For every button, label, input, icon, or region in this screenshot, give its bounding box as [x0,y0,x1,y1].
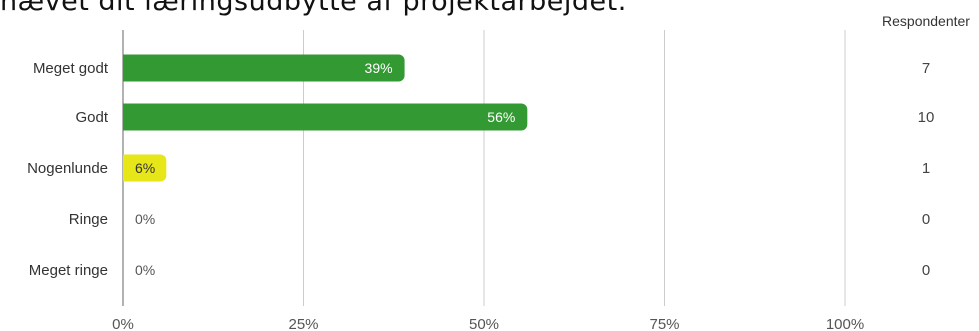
x-tick-label: 0% [112,316,134,331]
bar-edge [123,54,131,82]
respondent-count: 1 [922,160,930,177]
value-label: 56% [487,109,515,125]
value-label: 0% [135,262,155,278]
category-label: Nogenlunde [27,160,108,177]
category-label: Godt [75,109,108,126]
x-tick-label: 50% [469,316,499,331]
value-label: 0% [135,211,155,227]
respondents-header: Respondenter [882,13,970,29]
respondent-count: 7 [922,60,930,77]
bar-edge [123,154,131,182]
respondent-count: 0 [922,262,930,279]
x-tick-label: 100% [826,316,864,331]
page-title: nævet dit læringsudbytte af projektarbej… [0,0,627,17]
bar-edge [123,103,131,131]
respondent-count: 10 [918,109,935,126]
bars [123,54,528,182]
bar-godt [123,103,528,131]
x-tick-label: 25% [288,316,318,331]
category-label: Meget ringe [29,262,108,279]
respondent-count: 0 [922,211,930,228]
value-label: 6% [135,160,155,176]
bar-meget-godt [123,54,405,82]
bar-nogenlunde [123,154,167,182]
x-tick-label: 75% [649,316,679,331]
category-label: Meget godt [33,60,109,77]
value-label: 39% [365,60,393,76]
category-label: Ringe [69,211,108,228]
